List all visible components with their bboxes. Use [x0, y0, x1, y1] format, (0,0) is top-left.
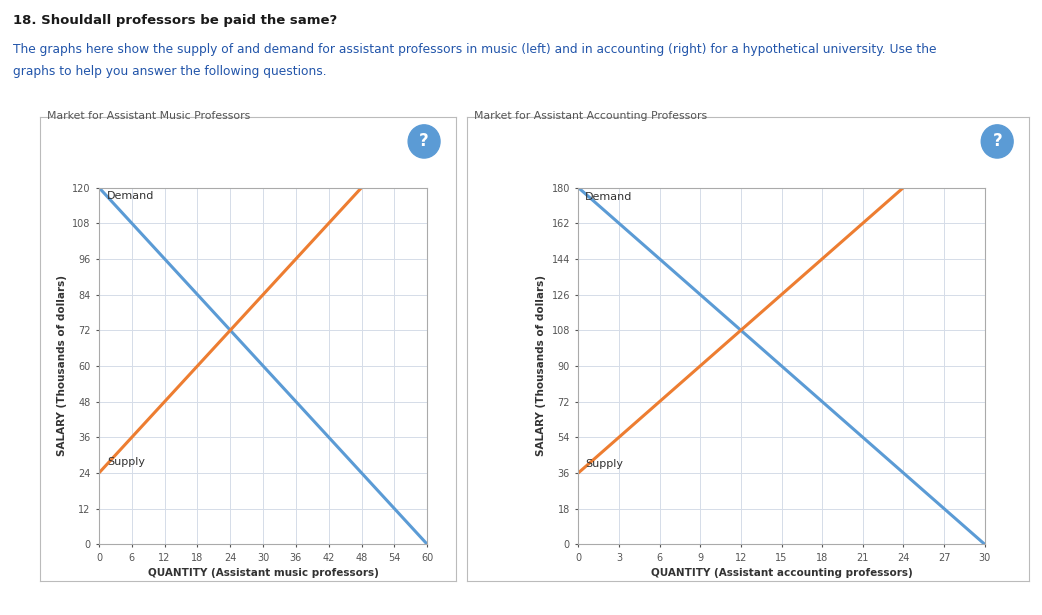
Text: ?: ?: [419, 132, 429, 151]
Text: Demand: Demand: [107, 191, 154, 200]
Circle shape: [408, 125, 440, 158]
X-axis label: QUANTITY (Assistant accounting professors): QUANTITY (Assistant accounting professor…: [650, 568, 913, 578]
X-axis label: QUANTITY (Assistant music professors): QUANTITY (Assistant music professors): [148, 568, 378, 578]
Text: Supply: Supply: [107, 457, 145, 467]
Text: The graphs here show the supply of and demand for assistant professors in music : The graphs here show the supply of and d…: [13, 43, 936, 56]
Y-axis label: SALARY (Thousands of dollars): SALARY (Thousands of dollars): [536, 276, 546, 456]
Text: Market for Assistant Music Professors: Market for Assistant Music Professors: [47, 111, 250, 121]
Y-axis label: SALARY (Thousands of dollars): SALARY (Thousands of dollars): [56, 276, 67, 456]
Text: Market for Assistant Accounting Professors: Market for Assistant Accounting Professo…: [474, 111, 708, 121]
Text: Supply: Supply: [586, 459, 623, 469]
Text: Demand: Demand: [586, 191, 632, 202]
Text: 18. Shouldall professors be paid the same?: 18. Shouldall professors be paid the sam…: [13, 14, 337, 26]
Text: ?: ?: [992, 132, 1002, 151]
Circle shape: [982, 125, 1013, 158]
Text: graphs to help you answer the following questions.: graphs to help you answer the following …: [13, 65, 326, 77]
